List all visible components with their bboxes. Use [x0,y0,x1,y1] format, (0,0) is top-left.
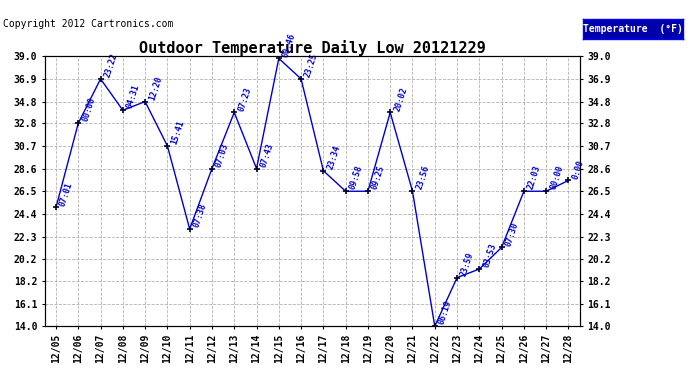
Text: 23:59: 23:59 [460,251,475,278]
Text: 07:30: 07:30 [504,221,520,247]
Text: 07:03: 07:03 [214,142,230,168]
Title: Outdoor Temperature Daily Low 20121229: Outdoor Temperature Daily Low 20121229 [139,40,486,56]
Text: 20:02: 20:02 [393,86,408,112]
Text: 07:38: 07:38 [192,202,208,229]
Text: 07:01: 07:01 [58,181,75,207]
Text: Temperature  (°F): Temperature (°F) [583,24,683,34]
Text: 00:00: 00:00 [549,165,564,191]
Text: 04:31: 04:31 [125,84,141,110]
Text: 07:23: 07:23 [237,86,253,112]
Text: 23:25: 23:25 [304,52,319,79]
Text: 23:22: 23:22 [103,52,119,79]
Text: 12:20: 12:20 [148,75,164,102]
Text: 03:53: 03:53 [482,242,498,269]
Text: 0:00: 0:00 [571,159,585,180]
Text: 00:46: 00:46 [281,32,297,58]
Text: 06:19: 06:19 [437,300,453,326]
Text: 23:34: 23:34 [326,144,342,171]
Text: Copyright 2012 Cartronics.com: Copyright 2012 Cartronics.com [3,19,174,29]
Text: 23:56: 23:56 [415,165,431,191]
Text: 15:41: 15:41 [170,119,186,146]
Text: 09:58: 09:58 [348,165,364,191]
Text: 09:25: 09:25 [370,165,386,191]
Text: 00:00: 00:00 [81,96,97,123]
Text: 22:03: 22:03 [526,165,542,191]
Text: 07:43: 07:43 [259,142,275,168]
